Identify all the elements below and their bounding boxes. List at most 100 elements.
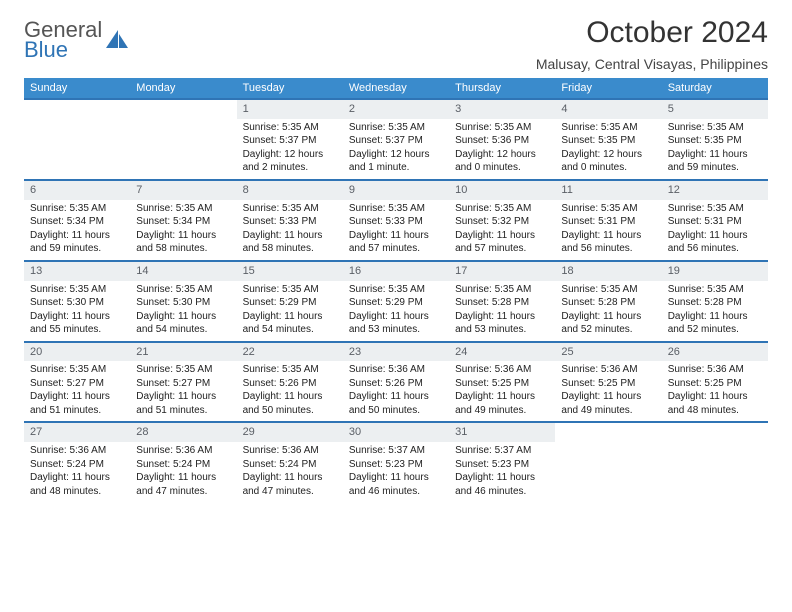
sunrise-line: Sunrise: 5:35 AM [349,121,443,135]
sunrise-line: Sunrise: 5:35 AM [455,202,549,216]
daylight-line: Daylight: 11 hours and 46 minutes. [349,471,443,498]
day-body: Sunrise: 5:35 AMSunset: 5:29 PMDaylight:… [343,281,449,341]
day-number: 26 [662,343,768,362]
day-body: Sunrise: 5:36 AMSunset: 5:24 PMDaylight:… [24,442,130,502]
sunrise-line: Sunrise: 5:35 AM [243,363,337,377]
day-number: 1 [237,100,343,119]
brand-word-2: Blue [24,37,68,62]
day-number: 8 [237,181,343,200]
day-number: 21 [130,343,236,362]
day-number: 10 [449,181,555,200]
sunset-line: Sunset: 5:34 PM [136,215,230,229]
daylight-line: Daylight: 11 hours and 56 minutes. [668,229,762,256]
daylight-line: Daylight: 11 hours and 49 minutes. [455,390,549,417]
day-number: 31 [449,423,555,442]
daylight-line: Daylight: 11 hours and 47 minutes. [243,471,337,498]
day-body: Sunrise: 5:35 AMSunset: 5:31 PMDaylight:… [555,200,661,260]
day-cell: 31Sunrise: 5:37 AMSunset: 5:23 PMDayligh… [449,423,555,502]
day-cell: 4Sunrise: 5:35 AMSunset: 5:35 PMDaylight… [555,100,661,179]
sunrise-line: Sunrise: 5:35 AM [136,202,230,216]
day-number: 20 [24,343,130,362]
day-body: Sunrise: 5:35 AMSunset: 5:36 PMDaylight:… [449,119,555,179]
week-row: 13 Sunrise: 5:35 AM Sunset: 5:30 PM Dayligh… [24,260,768,341]
sunset-line: Sunset: 5:27 PM [30,377,124,391]
sunset-line: Sunset: 5:28 PM [561,296,655,310]
sunrise-line: Sunrise: 5:35 AM [349,283,443,297]
sunset-line: Sunset: 5:30 PM [30,296,124,310]
title-block: October 2024 Malusay, Central Visayas, P… [536,16,768,72]
sunset-line: Sunset: 5:31 PM [561,215,655,229]
sunset-line: Sunset: 5:28 PM [668,296,762,310]
sunrise-line: Sunrise: 5:35 AM [455,283,549,297]
calendar: SundayMondayTuesdayWednesdayThursdayFrid… [24,78,768,502]
day-cell: 30Sunrise: 5:37 AMSunset: 5:23 PMDayligh… [343,423,449,502]
daylight-line: Daylight: 11 hours and 47 minutes. [136,471,230,498]
day-number: 22 [237,343,343,362]
day-cell: .. [130,100,236,179]
location-subtitle: Malusay, Central Visayas, Philippines [536,56,768,72]
sunset-line: Sunset: 5:36 PM [455,134,549,148]
sunrise-line: Sunrise: 5:35 AM [668,283,762,297]
sunrise-line: Sunrise: 5:35 AM [561,283,655,297]
sunset-line: Sunset: 5:26 PM [243,377,337,391]
sunset-line: Sunset: 5:25 PM [668,377,762,391]
day-cell: 3Sunrise: 5:35 AMSunset: 5:36 PMDaylight… [449,100,555,179]
day-body: Sunrise: 5:35 AMSunset: 5:37 PMDaylight:… [237,119,343,179]
day-body: Sunrise: 5:35 AMSunset: 5:33 PMDaylight:… [343,200,449,260]
day-cell: 28Sunrise: 5:36 AMSunset: 5:24 PMDayligh… [130,423,236,502]
sunrise-line: Sunrise: 5:36 AM [136,444,230,458]
day-cell: 2Sunrise: 5:35 AMSunset: 5:37 PMDaylight… [343,100,449,179]
sunrise-line: Sunrise: 5:36 AM [455,363,549,377]
sunset-line: Sunset: 5:29 PM [243,296,337,310]
daylight-line: Daylight: 12 hours and 1 minute. [349,148,443,175]
day-body: Sunrise: 5:35 AMSunset: 5:35 PMDaylight:… [662,119,768,179]
sunset-line: Sunset: 5:24 PM [30,458,124,472]
daylight-line: Daylight: 11 hours and 53 minutes. [455,310,549,337]
daylight-line: Daylight: 11 hours and 59 minutes. [30,229,124,256]
day-cell: .. [662,423,768,502]
day-cell: 1Sunrise: 5:35 AMSunset: 5:37 PMDaylight… [237,100,343,179]
day-cell: 27Sunrise: 5:36 AMSunset: 5:24 PMDayligh… [24,423,130,502]
day-body: Sunrise: 5:35 AMSunset: 5:28 PMDaylight:… [555,281,661,341]
header: General Blue October 2024 Malusay, Centr… [24,16,768,72]
sunrise-line: Sunrise: 5:35 AM [30,363,124,377]
day-header: Monday [130,78,236,98]
day-header: Saturday [662,78,768,98]
sunrise-line: Sunrise: 5:36 AM [30,444,124,458]
day-number: 2 [343,100,449,119]
sail-icon [104,28,130,52]
day-cell: 5Sunrise: 5:35 AMSunset: 5:35 PMDaylight… [662,100,768,179]
day-cell: 11Sunrise: 5:35 AMSunset: 5:31 PMDayligh… [555,181,661,260]
daylight-line: Daylight: 11 hours and 53 minutes. [349,310,443,337]
day-cell: 29Sunrise: 5:36 AMSunset: 5:24 PMDayligh… [237,423,343,502]
day-cell: 13Sunrise: 5:35 AMSunset: 5:30 PMDayligh… [24,262,130,341]
sunset-line: Sunset: 5:26 PM [349,377,443,391]
day-cell: 6Sunrise: 5:35 AMSunset: 5:34 PMDaylight… [24,181,130,260]
day-cell: 16Sunrise: 5:35 AMSunset: 5:29 PMDayligh… [343,262,449,341]
sunrise-line: Sunrise: 5:35 AM [561,202,655,216]
day-body: Sunrise: 5:35 AMSunset: 5:37 PMDaylight:… [343,119,449,179]
day-cell: 7Sunrise: 5:35 AMSunset: 5:34 PMDaylight… [130,181,236,260]
day-number: 13 [24,262,130,281]
day-cell: 23Sunrise: 5:36 AMSunset: 5:26 PMDayligh… [343,343,449,422]
week-row: 20Sunrise: 5:35 AMSunset: 5:27 PMDayligh… [24,341,768,422]
day-body: Sunrise: 5:35 AMSunset: 5:29 PMDaylight:… [237,281,343,341]
day-number: 12 [662,181,768,200]
day-body: Sunrise: 5:37 AMSunset: 5:23 PMDaylight:… [343,442,449,502]
day-number: 29 [237,423,343,442]
day-number: 27 [24,423,130,442]
day-body: Sunrise: 5:35 AMSunset: 5:34 PMDaylight:… [130,200,236,260]
sunset-line: Sunset: 5:33 PM [243,215,337,229]
sunset-line: Sunset: 5:24 PM [136,458,230,472]
sunrise-line: Sunrise: 5:37 AM [349,444,443,458]
day-header: Tuesday [237,78,343,98]
day-body: Sunrise: 5:36 AMSunset: 5:25 PMDaylight:… [449,361,555,421]
day-cell: .. [555,423,661,502]
sunrise-line: Sunrise: 5:35 AM [30,202,124,216]
day-number: 17 [449,262,555,281]
sunrise-line: Sunrise: 5:35 AM [668,121,762,135]
brand-logo: General Blue [24,16,130,60]
day-cell: 12Sunrise: 5:35 AMSunset: 5:31 PMDayligh… [662,181,768,260]
day-cell: 25Sunrise: 5:36 AMSunset: 5:25 PMDayligh… [555,343,661,422]
sunset-line: Sunset: 5:31 PM [668,215,762,229]
